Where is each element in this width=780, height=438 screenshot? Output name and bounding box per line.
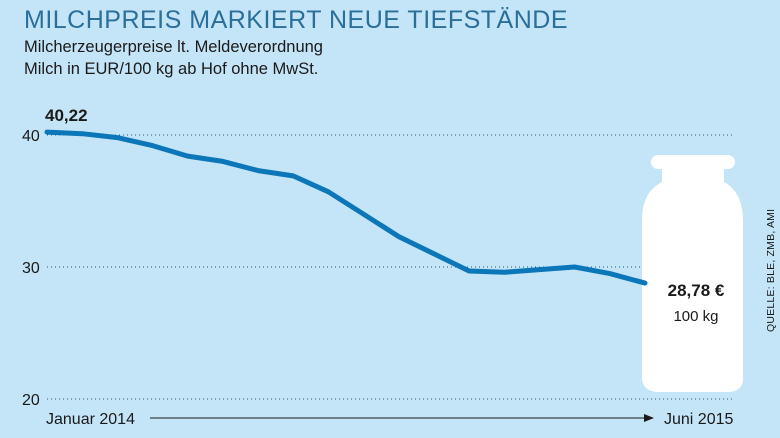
x-end-label: Juni 2015 <box>664 411 733 428</box>
gridlines <box>47 134 735 400</box>
y-axis-ticks: 40 30 20 <box>22 128 40 409</box>
price-line-series <box>44 129 648 286</box>
milk-can-icon <box>642 155 743 392</box>
source-note: QUELLE: BLE, ZMB, AMI <box>765 208 777 332</box>
milk-can-lid <box>651 155 735 169</box>
start-value-label: 40,22 <box>45 106 88 125</box>
end-value-label: 28,78 € <box>668 281 725 300</box>
x-start-label: Januar 2014 <box>46 411 135 428</box>
end-unit-label: 100 kg <box>673 308 718 325</box>
chart-subtitle-line-1: Milcherzeugerpreise lt. Meldeverordnung <box>24 38 323 56</box>
y-tick-label-40: 40 <box>22 128 40 145</box>
y-tick-label-20: 20 <box>22 392 40 409</box>
x-axis: Januar 2014 Juni 2015 <box>46 411 733 428</box>
x-axis-arrowhead <box>644 414 654 422</box>
chart-subtitle-line-2: Milch in EUR/100 kg ab Hof ohne MwSt. <box>24 60 319 78</box>
chart-title: MILCHPREIS MARKIERT NEUE TIEFSTÄNDE <box>24 6 568 34</box>
milk-can-body <box>642 169 743 392</box>
y-tick-label-30: 30 <box>22 260 40 277</box>
